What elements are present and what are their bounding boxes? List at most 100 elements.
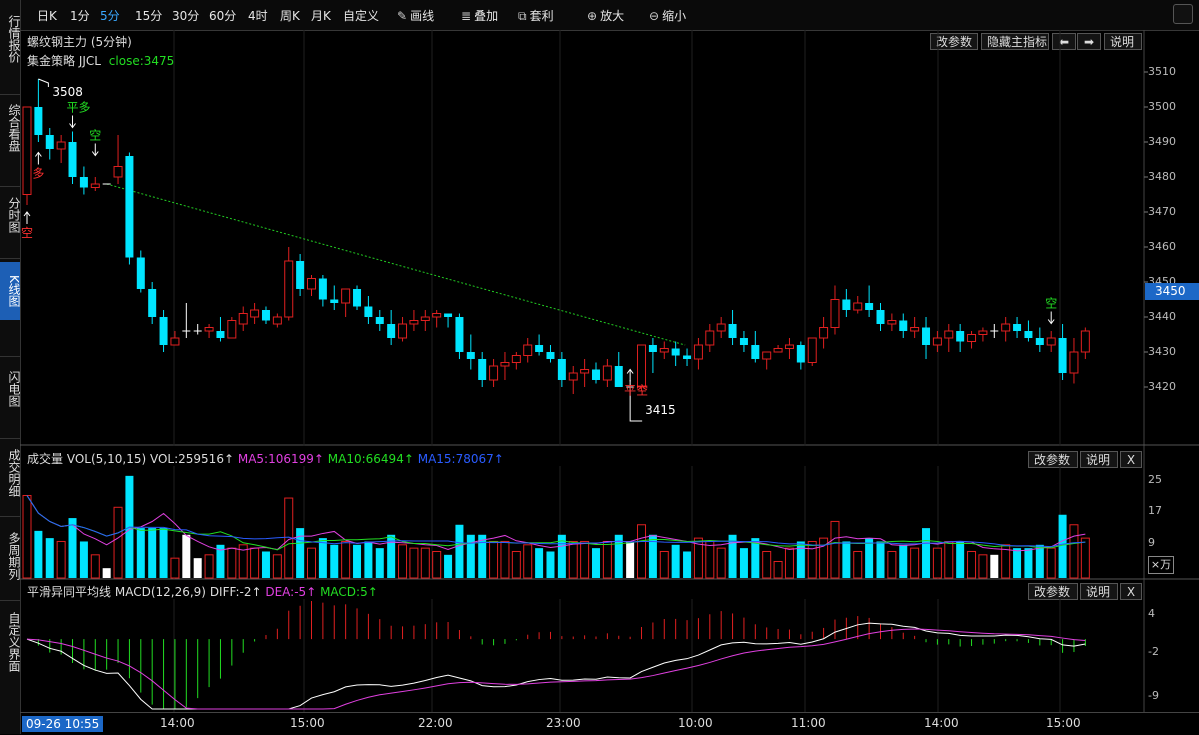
button-1-macd-btns[interactable]: 说明 xyxy=(1080,583,1118,600)
period-9[interactable]: 自定义 xyxy=(343,9,380,23)
period-5[interactable]: 60分 xyxy=(209,9,237,23)
tool-dividend-button[interactable]: ⧉ 套利 xyxy=(518,7,554,24)
sidebar-item-4[interactable]: 闪电图 xyxy=(7,371,21,407)
candle xyxy=(659,341,669,359)
volume-bar xyxy=(182,534,191,578)
arrow-right-icon[interactable]: ➡ xyxy=(1077,33,1101,50)
hide-main-indicator-button[interactable]: 隐藏主指标 xyxy=(981,33,1049,50)
volume-unit-badge[interactable]: ×万 xyxy=(1148,556,1174,574)
candle xyxy=(602,359,612,387)
volume-bar xyxy=(648,534,657,578)
candle xyxy=(796,341,805,370)
volume-bar xyxy=(876,541,885,578)
candle xyxy=(1024,320,1033,342)
period-6[interactable]: 4时 xyxy=(248,9,268,23)
button-0-vol-btns[interactable]: 改参数 xyxy=(1028,451,1078,468)
macd-dea: DEA:-5↑ xyxy=(265,585,317,599)
candle xyxy=(159,310,168,352)
help-button[interactable]: 说明 xyxy=(1104,33,1142,50)
close-macd-btns[interactable]: X xyxy=(1120,583,1142,600)
volume-ma10: MA10:66494↑ xyxy=(327,452,414,466)
candle xyxy=(420,310,430,331)
chart-title: 螺纹钢主力 (5分钟) xyxy=(27,35,132,49)
volume-bar xyxy=(523,544,533,579)
period-7[interactable]: 周K xyxy=(280,9,300,23)
tool-label: 画线 xyxy=(410,9,435,23)
sidebar-item-5[interactable]: 成交明细 xyxy=(7,449,21,497)
candle xyxy=(34,79,43,142)
tool-zoom-in-button[interactable]: ⊕ 放大 xyxy=(587,7,624,24)
period-4[interactable]: 30分 xyxy=(172,9,200,23)
sidebar-item-7[interactable]: 自定义界面 xyxy=(7,612,21,672)
volume-chart[interactable] xyxy=(20,446,1199,580)
period-1[interactable]: 1分 xyxy=(70,9,90,23)
macd-chart[interactable] xyxy=(20,579,1199,712)
sidebar-item-3[interactable]: K线图 xyxy=(0,262,21,320)
pen-icon: ✎ xyxy=(397,9,408,23)
trend-line xyxy=(106,183,686,346)
tool-zoom-out-button[interactable]: ⊖ 缩小 xyxy=(649,7,686,24)
change-params-button[interactable]: 改参数 xyxy=(930,33,978,50)
candle xyxy=(557,352,566,387)
volume-bar xyxy=(1001,544,1011,579)
candle xyxy=(136,250,145,293)
candle xyxy=(489,359,499,387)
volume-bar xyxy=(967,550,977,579)
candle xyxy=(807,337,817,366)
sidebar-item-1[interactable]: 综合看盘 xyxy=(7,104,21,152)
volume-bar xyxy=(1080,537,1090,579)
volume-bar xyxy=(693,537,703,579)
volume-bar xyxy=(511,550,521,579)
volume-bar xyxy=(932,547,942,579)
volume-bar xyxy=(535,548,544,578)
close-vol-btns[interactable]: X xyxy=(1120,451,1142,468)
volume-bar xyxy=(1024,548,1033,578)
candle xyxy=(523,338,533,363)
zoom-in-icon: ⊕ xyxy=(587,9,598,23)
volume-bar xyxy=(238,544,248,579)
candle xyxy=(739,331,748,352)
candle xyxy=(398,317,408,342)
candle xyxy=(1069,338,1079,384)
candle xyxy=(535,334,544,356)
button-1-vol-btns[interactable]: 说明 xyxy=(1080,451,1118,468)
period-0[interactable]: 日K xyxy=(37,9,57,23)
volume-bar xyxy=(546,551,555,578)
window-control-button[interactable] xyxy=(1173,4,1193,24)
candle xyxy=(683,348,692,366)
volume-bar xyxy=(455,524,464,578)
candle xyxy=(1013,317,1022,338)
time-axis: 09-26 10:55 14:00 15:00 22:00 23:00 10:00 11:… xyxy=(20,712,1199,735)
sidebar-item-6[interactable]: 多周期列 xyxy=(7,532,21,580)
time-label: 11:00 xyxy=(791,716,826,730)
volume-bar xyxy=(739,548,748,578)
volume-bar xyxy=(307,547,316,579)
tool-pen-button[interactable]: ✎ 画线 xyxy=(397,7,434,24)
volume-bar xyxy=(705,540,715,579)
candle xyxy=(978,327,988,342)
candle xyxy=(272,313,282,328)
volume-bar xyxy=(56,540,66,579)
candle xyxy=(478,352,487,387)
svg-text:多: 多 xyxy=(32,167,44,181)
period-2[interactable]: 5分 xyxy=(100,9,120,23)
volume-bar xyxy=(444,554,453,578)
sidebar-divider xyxy=(0,516,20,517)
strategy-header: 集金策略 JJCL close:3475 xyxy=(27,52,174,69)
period-8[interactable]: 月K xyxy=(311,9,331,23)
tool-layers-button[interactable]: ≣ 叠加 xyxy=(461,7,498,24)
tool-label: 缩小 xyxy=(662,9,687,23)
arrow-left-icon[interactable]: ⬅ xyxy=(1052,33,1076,50)
candle xyxy=(865,285,874,317)
button-0-macd-btns[interactable]: 改参数 xyxy=(1028,583,1078,600)
candle xyxy=(500,352,510,380)
volume-bar xyxy=(728,534,737,578)
candle xyxy=(762,351,772,370)
sidebar-item-2[interactable]: 分时图 xyxy=(7,197,21,233)
layers-icon: ≣ xyxy=(461,9,472,23)
candle xyxy=(1080,327,1090,359)
sidebar-item-0[interactable]: 行情报价 xyxy=(7,15,21,63)
period-3[interactable]: 15分 xyxy=(135,9,163,23)
price-tick: 3470 xyxy=(1148,205,1176,218)
